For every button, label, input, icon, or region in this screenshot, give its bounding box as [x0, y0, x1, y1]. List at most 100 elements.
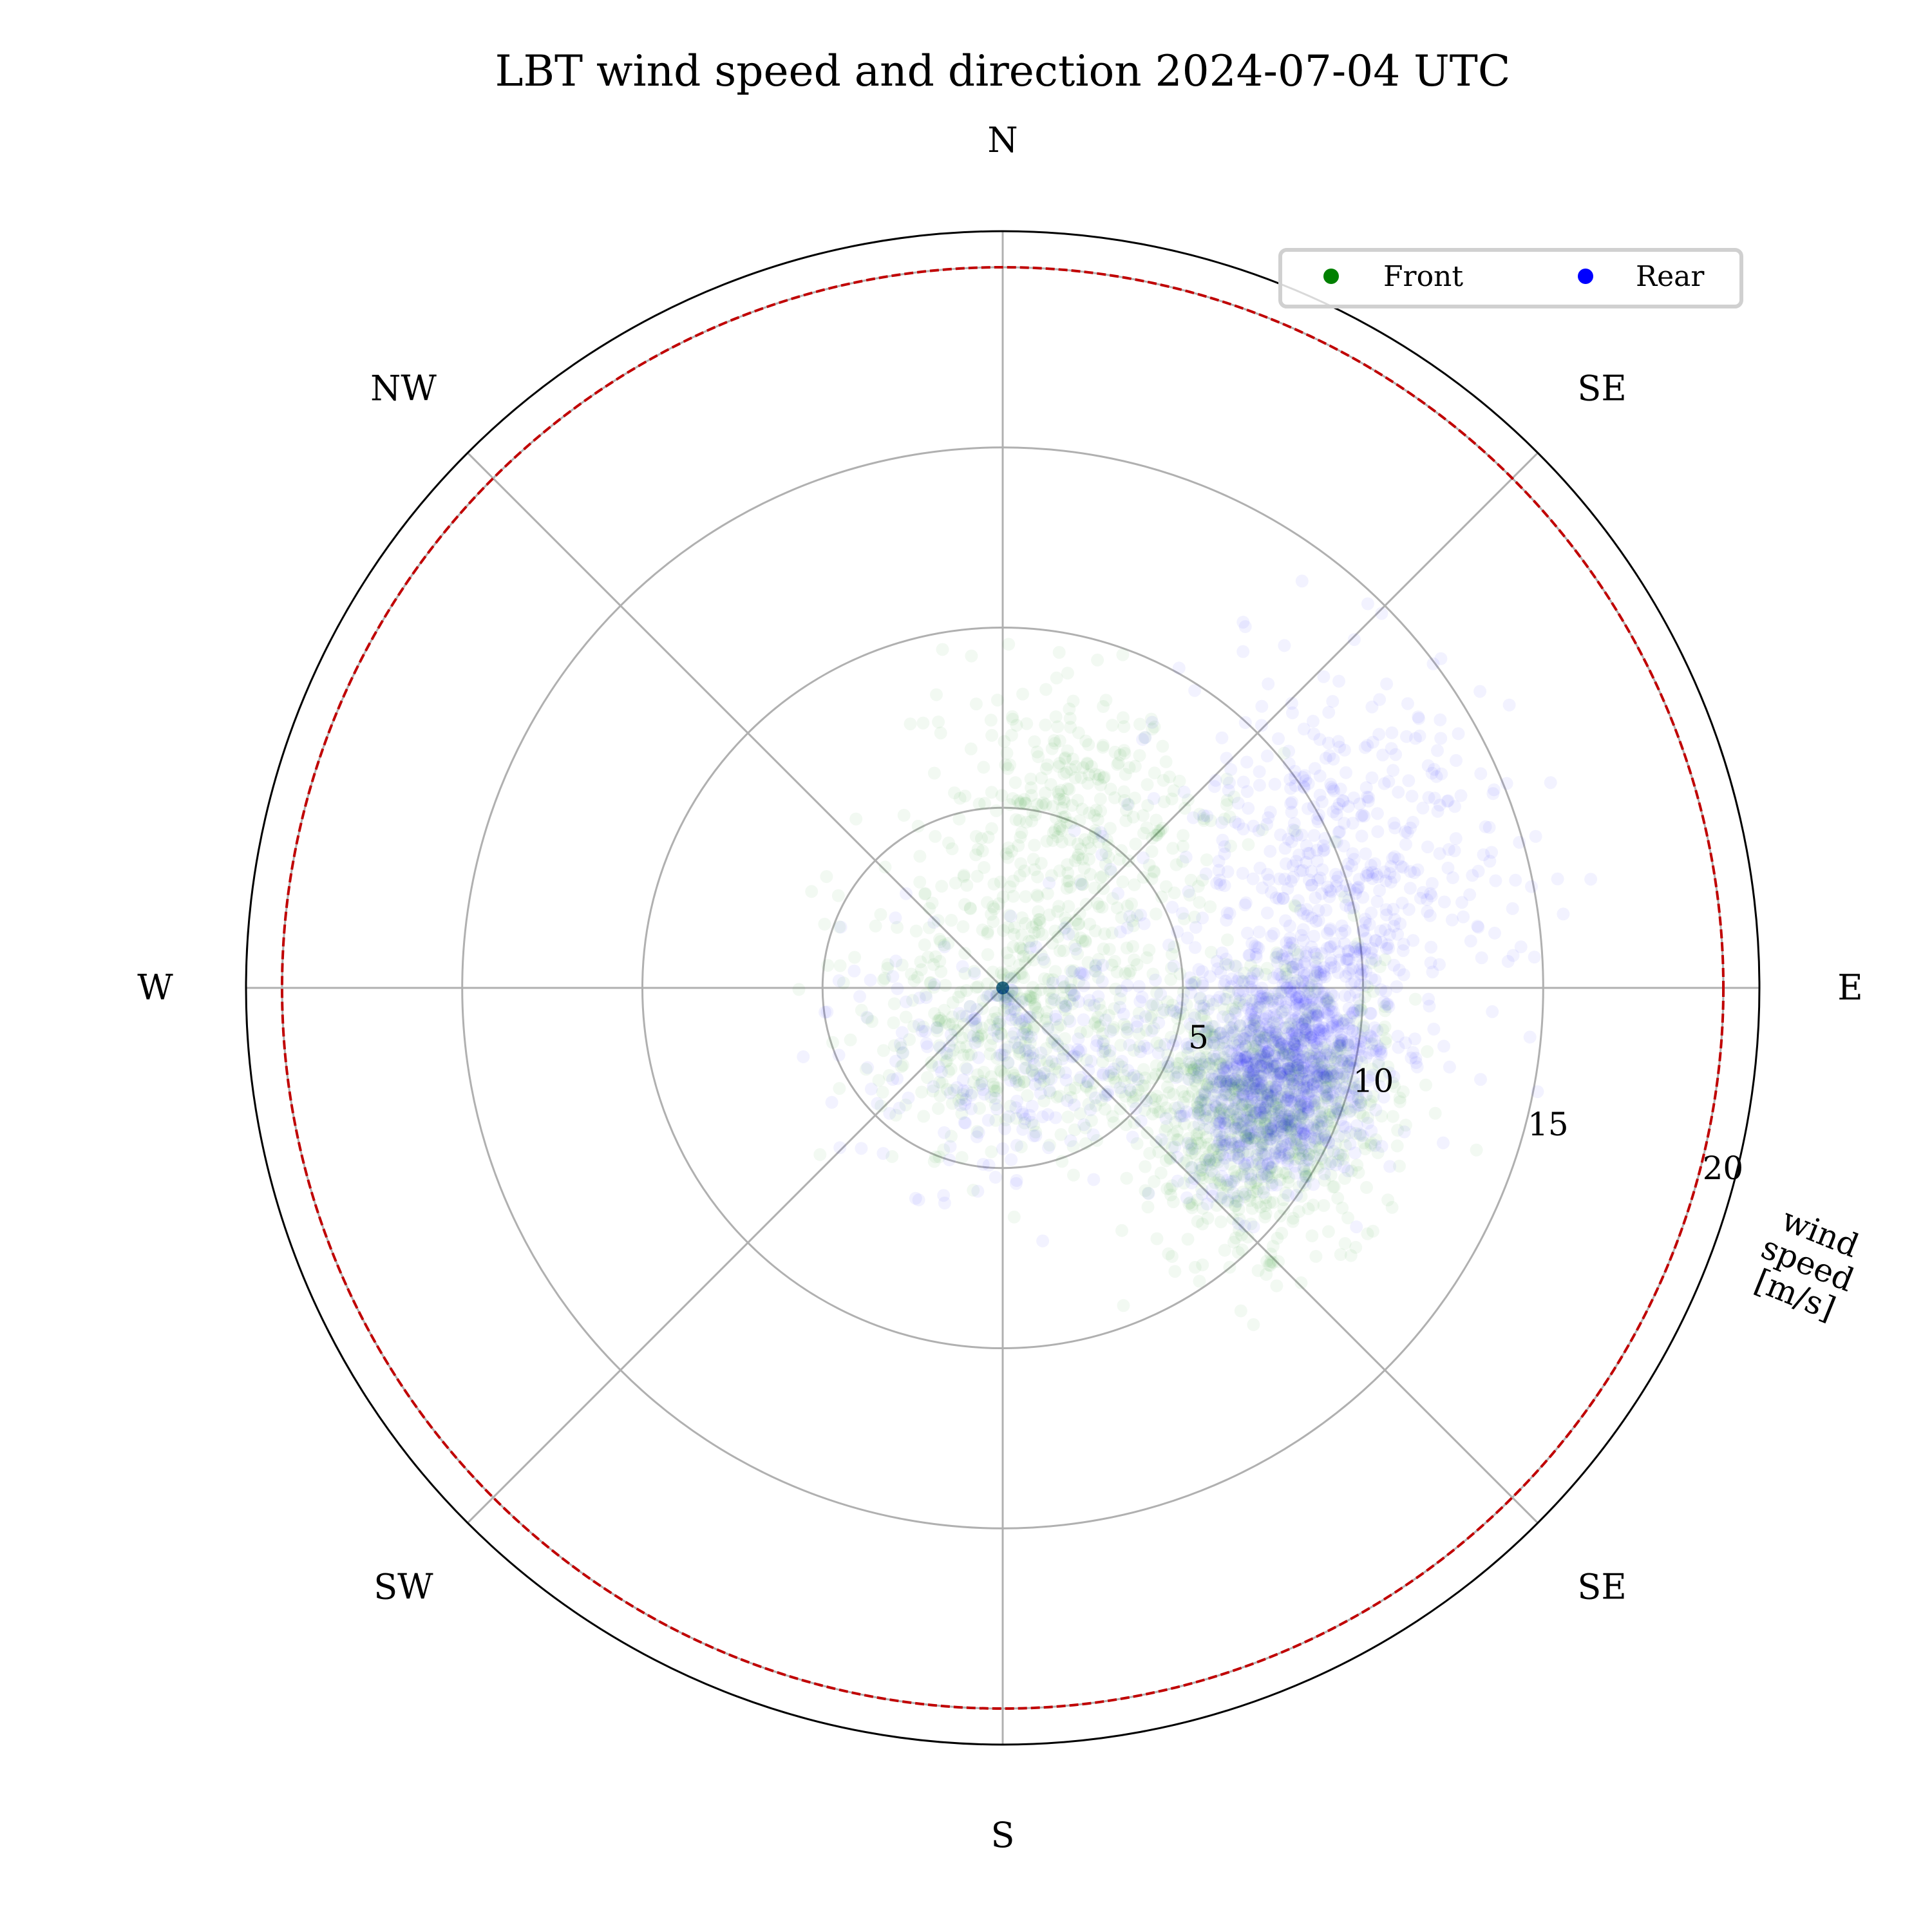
data-point-rear — [1327, 805, 1340, 819]
data-point-front — [999, 758, 1012, 772]
data-point-rear — [1292, 1048, 1305, 1061]
data-point-rear — [1305, 1084, 1318, 1098]
data-point-rear — [855, 1142, 868, 1155]
data-point-front — [1193, 896, 1206, 909]
data-point-rear — [1269, 1146, 1282, 1159]
data-point-rear — [1292, 1104, 1305, 1117]
data-point-rear — [1330, 1045, 1343, 1058]
data-point-rear — [1260, 1125, 1273, 1139]
data-point-front — [1081, 777, 1095, 790]
data-point-rear — [1485, 846, 1499, 859]
data-point-front — [1233, 994, 1246, 1008]
data-point-rear — [1314, 1149, 1327, 1162]
data-point-front — [1028, 998, 1041, 1011]
data-point-front — [1165, 961, 1178, 975]
data-point-front — [976, 844, 989, 858]
data-point-front — [1195, 1009, 1208, 1023]
data-point-rear — [1301, 1005, 1314, 1018]
data-point-front — [1277, 1116, 1291, 1130]
data-point-rear — [1263, 1031, 1276, 1045]
data-point-front — [1298, 1179, 1312, 1191]
data-point-front — [1259, 1110, 1273, 1123]
data-point-rear — [1285, 1033, 1299, 1046]
data-point-front — [1166, 998, 1179, 1012]
data-point-front — [1224, 1126, 1237, 1139]
data-point-front — [1261, 1092, 1274, 1105]
data-point-rear — [1181, 1137, 1195, 1150]
data-point-rear — [1307, 727, 1321, 741]
data-point-front — [1276, 1193, 1290, 1206]
data-point-rear — [1287, 817, 1301, 830]
data-point-rear — [1388, 913, 1401, 926]
data-point-rear — [1305, 1141, 1318, 1155]
data-point-rear — [1262, 677, 1275, 690]
data-point-front — [1193, 1164, 1207, 1177]
data-point-rear — [1313, 769, 1327, 782]
data-point-rear — [1353, 963, 1367, 976]
data-point-front — [1122, 967, 1136, 980]
data-point-rear — [1028, 1057, 1041, 1071]
data-point-rear — [1245, 936, 1259, 950]
data-point-front — [974, 1029, 988, 1043]
data-point-front — [986, 1032, 999, 1045]
data-point-rear — [1309, 1008, 1323, 1021]
data-point-front — [953, 1041, 967, 1054]
data-point-rear — [1346, 1061, 1359, 1075]
data-point-rear — [1257, 1037, 1271, 1050]
data-point-rear — [1065, 965, 1079, 979]
data-point-rear — [1265, 886, 1278, 899]
data-point-rear — [1292, 894, 1305, 907]
data-point-front — [1249, 1074, 1263, 1087]
data-point-rear — [1306, 1121, 1320, 1135]
data-point-rear — [1297, 1117, 1311, 1130]
data-point-rear — [1315, 987, 1329, 1000]
data-point-front — [1198, 1060, 1212, 1074]
data-point-rear — [1311, 854, 1324, 867]
data-point-rear — [1295, 1067, 1308, 1080]
data-point-rear — [1310, 996, 1323, 1009]
data-point-rear — [1195, 1188, 1209, 1201]
data-point-rear — [1320, 1046, 1333, 1059]
data-point-rear — [1132, 1073, 1145, 1086]
data-point-rear — [1297, 1080, 1311, 1094]
data-point-rear — [1266, 1155, 1280, 1169]
data-point-front — [1011, 1041, 1025, 1055]
data-point-front — [1341, 1038, 1355, 1052]
data-point-rear — [1387, 920, 1401, 933]
data-point-front — [1208, 1028, 1222, 1042]
data-point-rear — [1193, 1052, 1207, 1065]
data-point-front — [905, 967, 918, 981]
data-point-rear — [1179, 850, 1193, 864]
data-point-rear — [1443, 1060, 1456, 1074]
data-point-front — [1197, 999, 1211, 1012]
data-point-rear — [1346, 1090, 1359, 1103]
data-point-rear — [1254, 1070, 1267, 1083]
data-point-front — [1061, 858, 1074, 871]
data-point-rear — [1294, 1109, 1307, 1122]
data-point-rear — [1289, 779, 1302, 792]
data-point-rear — [1430, 770, 1443, 783]
data-point-front — [1106, 1023, 1120, 1036]
data-point-front — [1118, 1075, 1131, 1088]
data-point-front — [972, 1031, 985, 1045]
data-point-front — [1378, 999, 1392, 1013]
data-point-front — [1352, 1093, 1365, 1106]
data-point-rear — [1248, 1056, 1262, 1070]
data-point-front — [1282, 1065, 1295, 1078]
data-point-front — [1157, 795, 1171, 808]
data-point-front — [1059, 1003, 1072, 1017]
data-point-rear — [1299, 1096, 1312, 1110]
data-point-front — [1258, 1032, 1271, 1045]
data-point-front — [996, 981, 1009, 994]
data-point-rear — [989, 1171, 1002, 1184]
data-point-rear — [1340, 766, 1352, 779]
data-point-rear — [1358, 810, 1371, 823]
data-point-rear — [1295, 828, 1309, 842]
data-point-front — [1008, 971, 1021, 985]
data-point-rear — [1211, 1113, 1225, 1127]
data-point-rear — [1113, 1081, 1127, 1095]
data-point-rear — [1382, 775, 1396, 788]
data-point-rear — [1296, 1020, 1309, 1034]
data-point-front — [1289, 1137, 1302, 1150]
data-point-rear — [1249, 947, 1263, 961]
